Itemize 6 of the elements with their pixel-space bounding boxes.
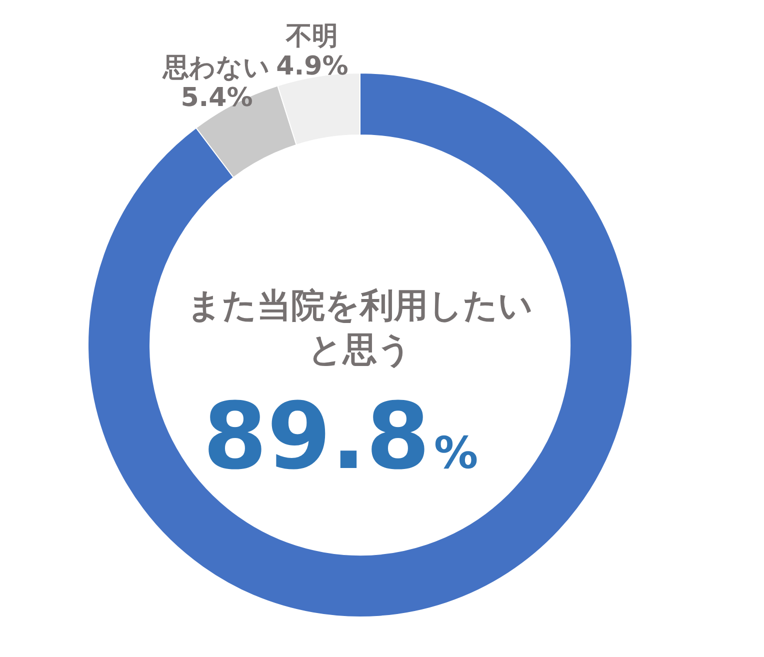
slice-label: 不明 [285,22,338,52]
data-label: 4.9% [276,52,348,82]
data-label: 89.8% [203,383,478,490]
slice-label: 思わない [162,52,270,83]
slice-label: また当院を利用したいと思う [187,286,533,370]
data-label: 5.4% [180,82,253,113]
